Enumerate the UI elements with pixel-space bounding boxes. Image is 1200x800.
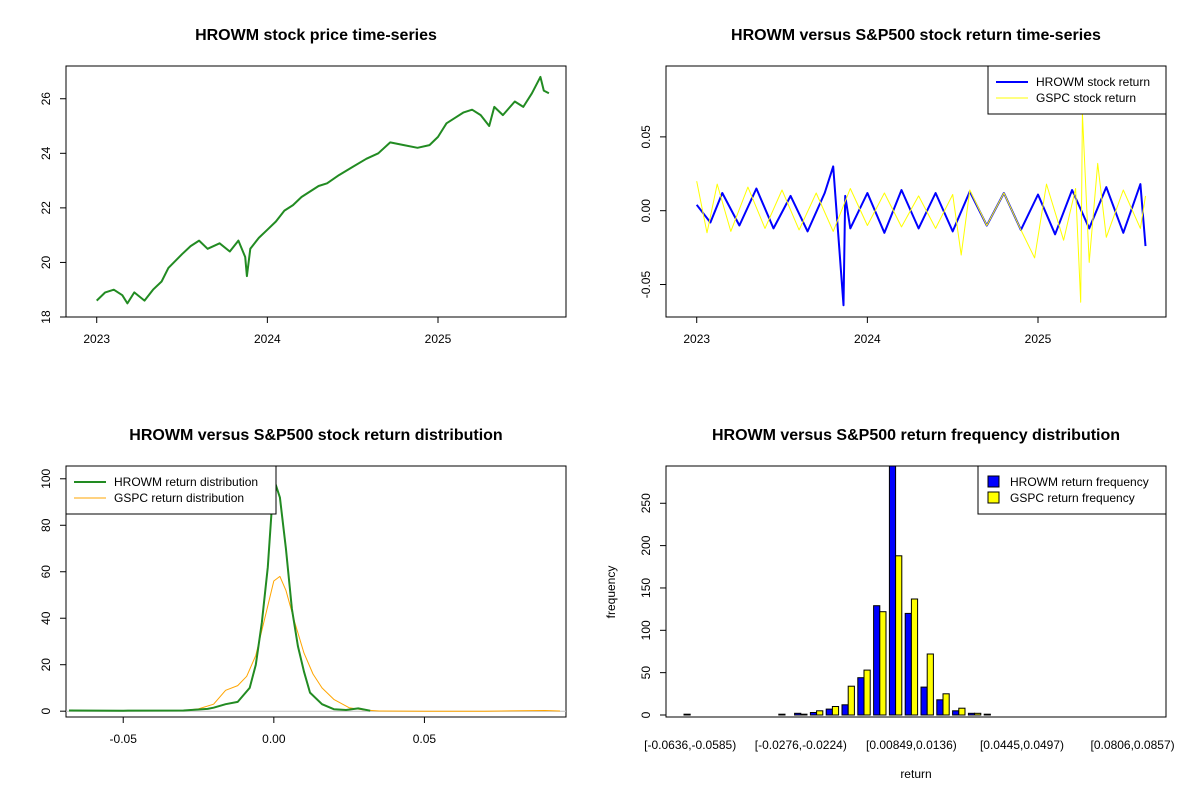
hrowm-frequency-bar <box>952 710 960 716</box>
x-axis-label: return <box>900 767 931 781</box>
y-tick-label: 0 <box>639 711 653 718</box>
gspc-frequency-bar <box>863 669 871 716</box>
x-tick-label: 2025 <box>1025 332 1052 346</box>
legend-box <box>987 65 1167 115</box>
y-tick-label: 100 <box>39 468 53 488</box>
legend-label: GSPC return frequency <box>1010 491 1135 505</box>
y-tick-label: 0.05 <box>639 125 653 149</box>
hrowm-frequency-bar <box>857 677 865 716</box>
hrowm-frequency-bar <box>825 708 833 716</box>
gspc-frequency-bar <box>847 685 855 716</box>
x-tick-label: [-0.0636,-0.0585) <box>644 738 736 752</box>
gspc-frequency-bar <box>879 611 887 716</box>
x-tick-label: [0.0806,0.0857) <box>1091 738 1175 752</box>
return-density-panel: HROWM versus S&P500 stock return distrib… <box>39 427 567 746</box>
hrowm-frequency-bar <box>809 712 818 716</box>
y-tick-label: 0 <box>39 708 53 715</box>
y-tick-label: 60 <box>39 565 53 579</box>
chart-title: HROWM versus S&P500 stock return time-se… <box>731 27 1101 44</box>
legend-box <box>977 465 1167 515</box>
y-tick-label: 50 <box>639 666 653 680</box>
y-tick-label: 40 <box>39 611 53 625</box>
gspc-frequency-bar <box>800 713 808 716</box>
x-tick-label: 2023 <box>683 332 710 346</box>
hrowm-frequency-bar <box>904 612 912 716</box>
legend-label: HROWM return distribution <box>114 475 258 489</box>
gspc-frequency-bar <box>926 653 934 716</box>
gspc-frequency-bar <box>958 707 966 716</box>
return-frequency-panel: HROWM versus S&P500 return frequency dis… <box>604 427 1175 781</box>
hrowm-frequency-bar <box>920 686 928 716</box>
gspc-frequency-bar <box>974 712 982 716</box>
hrowm-frequency-bar <box>888 465 897 716</box>
hrowm-frequency-bar <box>794 712 802 716</box>
gspc-frequency-bar <box>895 555 903 716</box>
plot-frame <box>65 65 567 318</box>
gspc-frequency-bar <box>942 693 950 716</box>
x-tick-label: 2025 <box>425 332 452 346</box>
y-tick-label: 22 <box>39 201 53 215</box>
legend-label: GSPC return distribution <box>114 491 244 505</box>
y-tick-label: 200 <box>639 535 653 555</box>
x-tick-label: -0.05 <box>110 732 138 746</box>
x-tick-label: 2024 <box>254 332 281 346</box>
y-axis-label: frequency <box>604 566 618 619</box>
hrowm-frequency-bar <box>967 712 976 716</box>
gspc-return-line <box>696 112 1146 303</box>
legend-swatch <box>987 475 1000 488</box>
hrowm-frequency-bar <box>841 704 849 716</box>
gspc-frequency-bar <box>910 598 919 716</box>
hrowm-return-line <box>695 165 1147 307</box>
legend-swatch <box>987 491 1000 504</box>
return-timeseries-panel: HROWM versus S&P500 stock return time-se… <box>639 27 1167 346</box>
legend-label: HROWM stock return <box>1036 75 1150 89</box>
y-tick-label: 250 <box>639 493 653 513</box>
x-tick-label: [0.00849,0.0136) <box>866 738 957 752</box>
legend-box <box>65 465 277 515</box>
y-tick-label: 20 <box>39 658 53 672</box>
plot-frame <box>65 465 567 718</box>
hrowm-frequency-bar <box>873 605 881 716</box>
x-tick-label: 2024 <box>854 332 881 346</box>
hrowm-frequency-bar <box>936 699 944 716</box>
price-line <box>96 75 550 305</box>
chart-title: HROWM versus S&P500 stock return distrib… <box>129 427 502 444</box>
plot-frame <box>665 465 1167 718</box>
y-tick-label: 150 <box>639 578 653 598</box>
hrowm-frequency-bar <box>983 713 991 716</box>
legend-label: GSPC stock return <box>1036 91 1136 105</box>
y-tick-label: 0.00 <box>639 199 653 223</box>
y-tick-label: 18 <box>39 310 53 324</box>
x-tick-label: 0.05 <box>413 732 437 746</box>
y-tick-label: 80 <box>39 518 53 532</box>
chart-title: HROWM stock price time-series <box>195 27 437 44</box>
hrowm-frequency-bar <box>778 713 786 716</box>
x-tick-label: [0.0445,0.0497) <box>980 738 1064 752</box>
y-tick-label: 20 <box>39 255 53 269</box>
gspc-density-line <box>68 575 561 712</box>
y-tick-label: 26 <box>39 92 53 106</box>
price-panel: HROWM stock price time-series 18 20 22 24 26 2… <box>39 27 567 346</box>
legend-label: HROWM return frequency <box>1010 475 1149 489</box>
gspc-frequency-bar <box>831 706 840 716</box>
y-tick-label: 100 <box>639 620 653 640</box>
plot-frame <box>665 65 1167 318</box>
x-tick-label: 2023 <box>83 332 110 346</box>
hrowm-frequency-bar <box>683 713 691 716</box>
chart-title: HROWM versus S&P500 return frequency dis… <box>712 427 1120 444</box>
y-tick-label: -0.05 <box>639 271 653 299</box>
x-tick-label: 0.00 <box>262 732 286 746</box>
y-tick-label: 24 <box>39 146 53 160</box>
x-tick-label: [-0.0276,-0.0224) <box>755 738 847 752</box>
gspc-frequency-bar <box>816 710 824 716</box>
